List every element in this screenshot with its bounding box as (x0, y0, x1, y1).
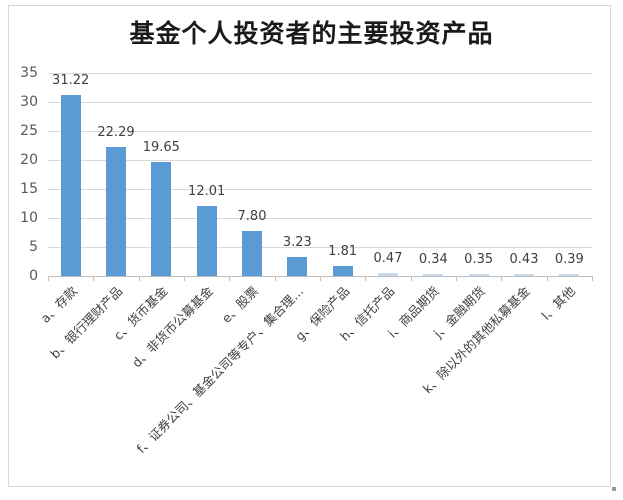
bar (60, 94, 81, 276)
data-label: 0.35 (464, 251, 494, 267)
x-tick-mark (410, 276, 412, 281)
x-tick-mark (184, 276, 185, 281)
data-label: 31.22 (52, 72, 90, 88)
bar (559, 273, 580, 276)
resize-handle (612, 487, 616, 491)
gridline (48, 218, 592, 219)
data-label: 0.34 (418, 252, 448, 268)
gridline (48, 73, 592, 74)
data-label: 3.23 (282, 235, 312, 251)
x-tick-mark (546, 276, 548, 281)
bar (514, 273, 534, 276)
data-label: 0.43 (509, 251, 539, 267)
bar (378, 273, 398, 276)
x-tick-mark (48, 276, 49, 281)
bar (332, 265, 353, 276)
bar (242, 230, 262, 276)
gridline (48, 102, 592, 103)
y-tick-label: 10 (20, 210, 38, 226)
bar (468, 273, 489, 276)
y-tick-label: 30 (20, 94, 38, 110)
data-label: 7.80 (237, 208, 267, 224)
bar (106, 146, 126, 276)
data-label: 0.39 (554, 251, 584, 267)
x-tick-mark (365, 276, 367, 281)
data-label: 19.65 (142, 140, 180, 156)
data-label: 12.01 (188, 184, 226, 200)
bar (287, 257, 308, 276)
data-label: 22.29 (97, 124, 135, 140)
x-tick-mark (93, 276, 95, 281)
x-tick-mark (456, 276, 457, 281)
bar (196, 206, 217, 276)
y-tick-label: 25 (20, 123, 38, 139)
y-tick-label: 0 (29, 268, 38, 284)
data-label: 1.81 (328, 243, 358, 259)
gridline (48, 189, 592, 190)
x-tick-mark (138, 276, 140, 281)
gridline (48, 247, 592, 248)
bar (423, 274, 444, 276)
x-tick-mark (592, 276, 593, 281)
y-tick-label: 5 (29, 239, 38, 255)
x-tick-mark (320, 276, 321, 281)
y-tick-label: 35 (20, 65, 38, 81)
chart-title: 基金个人投资者的主要投资产品 (129, 19, 494, 48)
y-tick-label: 20 (20, 152, 38, 168)
x-tick-mark (229, 276, 231, 281)
y-tick-label: 15 (20, 181, 38, 197)
x-tick-mark (501, 276, 503, 281)
data-label: 0.47 (373, 251, 403, 267)
gridline (48, 160, 592, 161)
x-tick-mark (274, 276, 276, 281)
gridline (48, 131, 592, 132)
bar (151, 162, 172, 276)
